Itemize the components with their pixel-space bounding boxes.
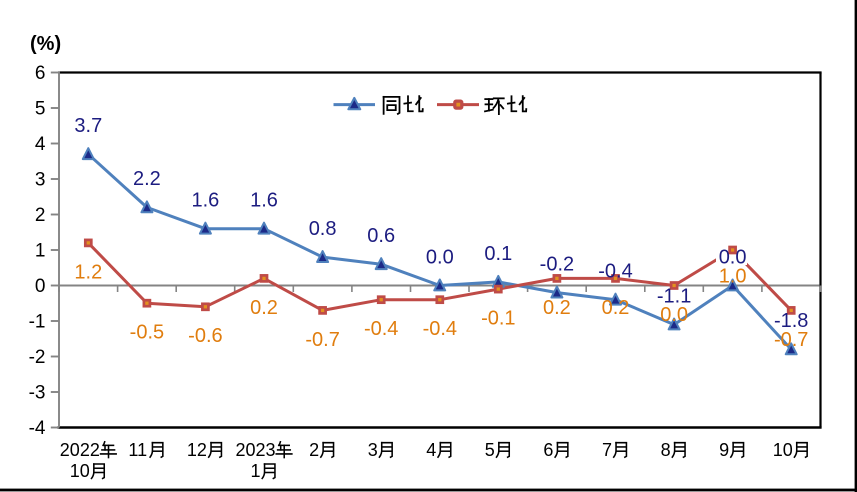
svg-text:11: 11: [128, 440, 147, 460]
svg-text:-3: -3: [29, 383, 46, 404]
svg-text:-2: -2: [29, 347, 46, 368]
svg-text:1.6: 1.6: [191, 190, 219, 212]
svg-text:-1.8: -1.8: [774, 310, 808, 332]
svg-text:0: 0: [35, 276, 46, 297]
svg-text:0.0: 0.0: [660, 304, 688, 326]
svg-text:3: 3: [368, 440, 378, 460]
svg-text:2022: 2022: [60, 440, 100, 460]
svg-text:-1: -1: [29, 312, 46, 333]
svg-text:1.0: 1.0: [719, 266, 747, 288]
svg-text:6: 6: [543, 440, 553, 460]
svg-text:-0.7: -0.7: [774, 329, 808, 351]
svg-text:-0.4: -0.4: [598, 261, 632, 283]
svg-text:5: 5: [485, 440, 495, 460]
svg-text:0.2: 0.2: [602, 297, 630, 319]
svg-text:(%): (%): [30, 33, 61, 55]
svg-text:0.0: 0.0: [719, 246, 747, 268]
svg-text:-0.4: -0.4: [423, 318, 457, 340]
svg-text:0.6: 0.6: [367, 225, 395, 247]
svg-text:0.0: 0.0: [426, 246, 454, 268]
svg-text:1: 1: [35, 241, 46, 262]
svg-text:4: 4: [35, 134, 46, 155]
svg-text:0.1: 0.1: [484, 243, 512, 265]
svg-text:8: 8: [661, 440, 671, 460]
svg-text:-4: -4: [29, 418, 46, 439]
svg-text:3.7: 3.7: [74, 115, 102, 137]
svg-text:1.2: 1.2: [74, 261, 102, 283]
svg-text:2.2: 2.2: [133, 168, 161, 190]
svg-text:2: 2: [35, 205, 46, 226]
svg-text:0.8: 0.8: [309, 218, 337, 240]
svg-text:7: 7: [602, 440, 612, 460]
svg-text:-0.5: -0.5: [130, 322, 164, 344]
svg-text:10: 10: [773, 440, 793, 460]
svg-text:4: 4: [426, 440, 436, 460]
svg-text:-0.7: -0.7: [305, 329, 339, 351]
svg-text:6: 6: [35, 63, 46, 84]
svg-text:9: 9: [719, 440, 729, 460]
svg-text:12: 12: [187, 440, 207, 460]
svg-text:-0.2: -0.2: [540, 253, 574, 275]
svg-text:1.6: 1.6: [250, 190, 278, 212]
svg-text:2023: 2023: [236, 440, 276, 460]
svg-text:1: 1: [251, 461, 261, 481]
svg-text:-1.1: -1.1: [657, 285, 691, 307]
svg-text:5: 5: [35, 99, 46, 120]
svg-text:-0.4: -0.4: [364, 318, 398, 340]
svg-text:-0.1: -0.1: [481, 307, 515, 329]
svg-text:-0.6: -0.6: [188, 325, 222, 347]
svg-text:0.2: 0.2: [250, 297, 278, 319]
svg-text:0.2: 0.2: [543, 297, 571, 319]
svg-text:10: 10: [70, 461, 90, 481]
svg-text:3: 3: [35, 170, 46, 191]
svg-text:2: 2: [309, 440, 319, 460]
